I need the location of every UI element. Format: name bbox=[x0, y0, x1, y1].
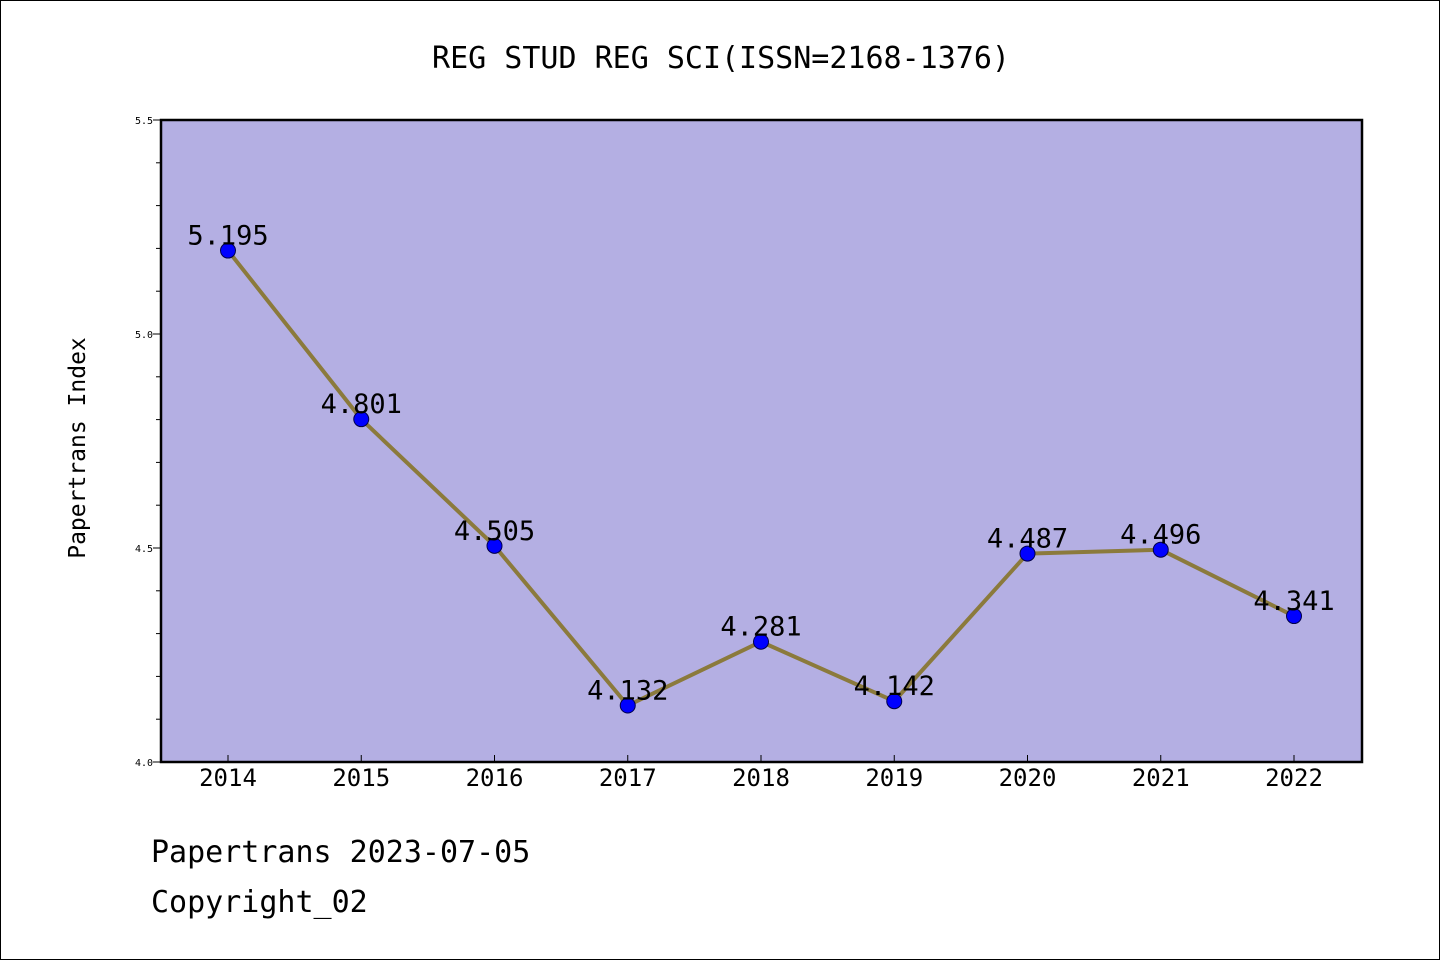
data-label: 4.142 bbox=[854, 671, 935, 702]
x-tick-label: 2014 bbox=[199, 764, 257, 792]
y-axis: 4.0 4.5 5.0 5.5 bbox=[135, 116, 161, 769]
data-point bbox=[1286, 608, 1302, 625]
data-point bbox=[220, 242, 236, 259]
data-point bbox=[1019, 545, 1036, 562]
x-tick-label: 2015 bbox=[332, 764, 390, 792]
data-label: 4.487 bbox=[987, 524, 1068, 555]
x-tick-label: 2018 bbox=[732, 764, 790, 792]
data-point bbox=[1152, 541, 1169, 558]
footer-date: Papertrans 2023-07-05 bbox=[151, 835, 531, 870]
x-tick-label: 2016 bbox=[466, 764, 524, 792]
y-axis-label: Papertrans Index bbox=[65, 337, 91, 559]
data-label: 5.195 bbox=[187, 221, 268, 252]
data-point bbox=[886, 693, 903, 710]
data-label: 4.281 bbox=[720, 612, 801, 643]
x-tick-label: 2021 bbox=[1132, 764, 1190, 792]
y-tick-label: 4.0 bbox=[135, 758, 153, 769]
x-tick-label: 2022 bbox=[1265, 764, 1323, 792]
data-label: 4.801 bbox=[321, 389, 402, 420]
x-tick-label: 2017 bbox=[599, 764, 657, 792]
y-tick-label: 4.5 bbox=[135, 544, 153, 555]
footer-copyright: Copyright_02 bbox=[151, 885, 368, 920]
data-label: 4.505 bbox=[454, 516, 535, 547]
x-tick-label: 2019 bbox=[865, 764, 923, 792]
data-markers bbox=[220, 242, 1302, 714]
data-point bbox=[619, 697, 636, 714]
data-label: 4.496 bbox=[1120, 520, 1201, 551]
y-tick-label: 5.0 bbox=[135, 330, 153, 341]
plot-area bbox=[159, 118, 1364, 764]
chart-title: REG STUD REG SCI(ISSN=2168-1376) bbox=[432, 41, 1010, 76]
y-tick-label: 5.5 bbox=[135, 116, 153, 127]
data-point bbox=[353, 411, 370, 428]
data-point bbox=[753, 633, 769, 650]
data-label: 4.132 bbox=[587, 676, 668, 707]
data-labels: 5.195 4.801 4.505 4.132 4.281 4.142 4.487 4.496… bbox=[187, 221, 1334, 707]
data-point bbox=[486, 537, 503, 554]
x-tick-label: 2020 bbox=[999, 764, 1057, 792]
x-axis: 2014 2015 2016 2017 2018 2019 2020 2021 2022 bbox=[199, 755, 1323, 792]
data-label: 4.341 bbox=[1253, 586, 1334, 617]
